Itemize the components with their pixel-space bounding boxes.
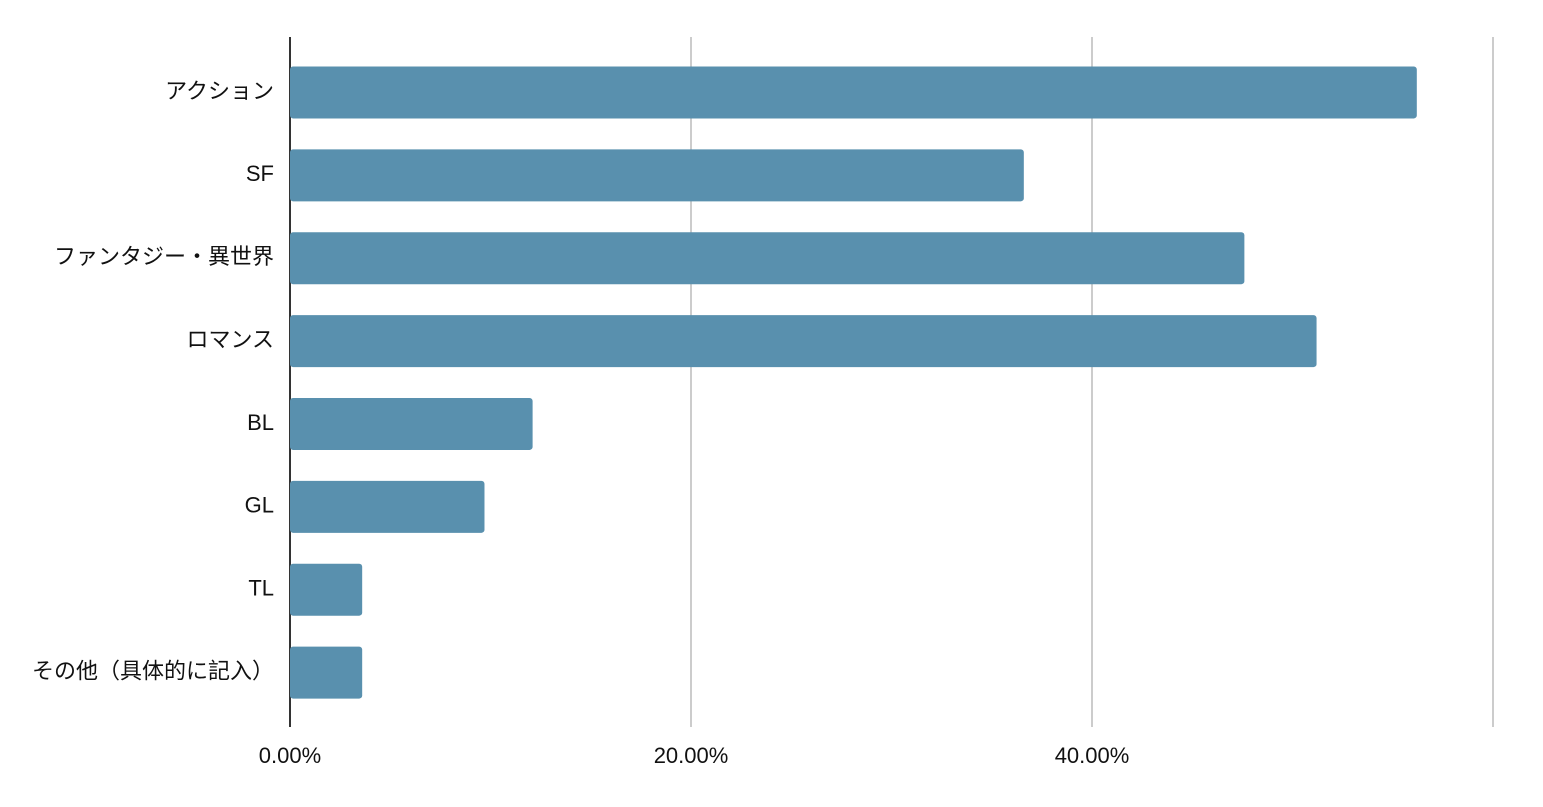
bar xyxy=(290,149,1024,202)
bar xyxy=(290,66,1417,119)
bar xyxy=(290,563,363,616)
y-tick-label: ロマンス xyxy=(186,327,274,352)
y-tick-label: BL xyxy=(247,410,274,435)
y-tick-label: TL xyxy=(248,576,274,601)
bar xyxy=(290,480,485,533)
bar xyxy=(290,397,533,450)
x-tick-label: 20.00% xyxy=(654,743,729,768)
x-tick-label: 40.00% xyxy=(1055,743,1130,768)
y-tick-label: ファンタジー・異世界 xyxy=(54,244,274,269)
bar xyxy=(290,315,1317,368)
y-tick-label: アクション xyxy=(165,78,274,103)
bar xyxy=(290,232,1245,285)
y-tick-label: GL xyxy=(245,493,274,518)
x-tick-label: 0.00% xyxy=(259,743,321,768)
bar xyxy=(290,646,363,699)
y-tick-label: その他（具体的に記入） xyxy=(32,658,274,683)
y-tick-label: SF xyxy=(246,161,274,186)
